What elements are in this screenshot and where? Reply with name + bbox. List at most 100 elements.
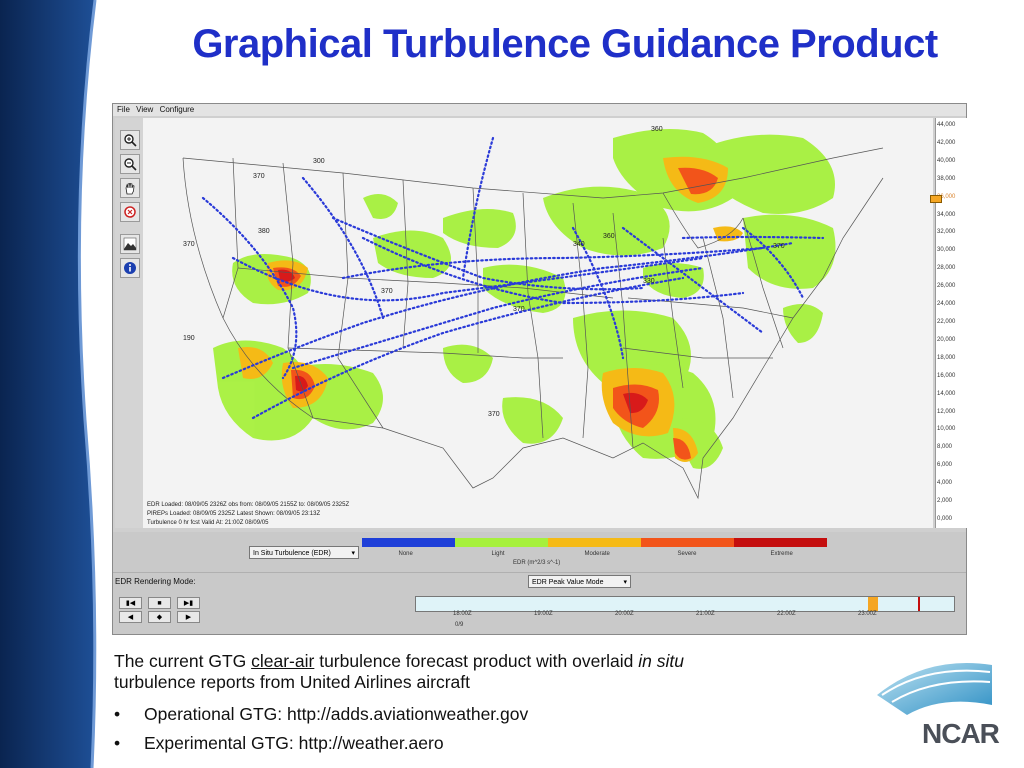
- frame-counter: 0/9: [455, 622, 464, 628]
- pan-hand-icon[interactable]: [120, 178, 140, 198]
- altitude-tick-label: 32,000: [937, 229, 956, 236]
- product-dropdown-value: In Situ Turbulence (EDR): [253, 550, 331, 557]
- menu-view[interactable]: View: [136, 105, 154, 114]
- map-info-text: EDR Loaded: 08/09/05 2326Z obs from: 08/…: [147, 502, 349, 526]
- svg-text:370: 370: [773, 243, 785, 250]
- caption-text-1: The current GTG: [114, 651, 252, 671]
- altitude-tick-label: 12,000: [937, 408, 956, 415]
- zoom-out-icon[interactable]: [120, 154, 140, 174]
- legend-label: None: [398, 551, 413, 557]
- timeline-window: [868, 597, 878, 611]
- extreme-turbulence-regions: [278, 269, 648, 414]
- altitude-scale[interactable]: 44,000 42,000 40,000 38,000 36,000 34,000 32,0…: [930, 118, 967, 528]
- legend-panel: In Situ Turbulence (EDR) ▾ None Light Mode…: [113, 532, 966, 572]
- zoom-in-icon[interactable]: [120, 130, 140, 150]
- svg-text:Turbulence 0 hr fcst Valid At:: Turbulence 0 hr fcst Valid At: 21:00Z 08…: [147, 520, 269, 526]
- caption-text-3: turbulence reports from United Airlines …: [114, 672, 470, 692]
- altitude-tick-label: 26,000: [937, 283, 956, 290]
- timeline-slider[interactable]: [415, 596, 955, 612]
- altitude-tick-label: 18,000: [937, 354, 956, 361]
- legend-label: Extreme: [770, 551, 793, 557]
- flight-level-labels: 360 300 370 380 370 190 340 360 330 370 …: [183, 126, 785, 418]
- svg-text:370: 370: [513, 306, 525, 313]
- altitude-tick-label: 8,000: [937, 444, 953, 451]
- legend-swatch: [548, 538, 641, 547]
- altitude-tick-label: 16,000: [937, 372, 956, 379]
- svg-text:PIREPs Loaded: 08/09/05 2325Z: PIREPs Loaded: 08/09/05 2325Z Latest Sho…: [147, 511, 320, 517]
- map-boundaries: [182, 147, 884, 500]
- altitude-tick-label: 36,000: [937, 193, 956, 200]
- altitude-tick-label: 0,000: [937, 516, 953, 522]
- render-mode-dropdown[interactable]: EDR Peak Value Mode ▾: [528, 575, 631, 588]
- altitude-tick-label: 40,000: [937, 157, 956, 164]
- menu-file[interactable]: File: [117, 105, 130, 114]
- turbulence-map[interactable]: 360 300 370 380 370 190 340 360 330 370 …: [143, 118, 933, 528]
- caption-text-2: turbulence forecast product with overlai…: [314, 651, 639, 671]
- map-toolbar: [115, 118, 143, 528]
- altitude-tick-label: 28,000: [937, 265, 956, 272]
- ncar-logo: [877, 663, 992, 715]
- first-frame-button[interactable]: ▮◀: [119, 597, 142, 609]
- timeline-tick-label: 23:00Z: [858, 611, 877, 617]
- timeline-tick-label: 22:00Z: [777, 611, 796, 617]
- timeline-tick-label: 21:00Z: [696, 611, 715, 617]
- time-controls: ▮◀ ■ ▶▮ ◀ ◆ ▶ 18:00Z 19:00Z 20:00Z 21:00Z 22…: [113, 591, 966, 634]
- caption-italic: in situ: [638, 651, 684, 671]
- timeline-current-marker[interactable]: [918, 597, 920, 611]
- render-mode-value: EDR Peak Value Mode: [532, 579, 604, 586]
- legend-swatch: [362, 538, 455, 547]
- ncar-logo-text: NCAR: [922, 718, 1000, 749]
- svg-text:190: 190: [183, 335, 195, 342]
- bullet-experimental: Experimental GTG: http://weather.aero: [144, 733, 444, 753]
- svg-text:300: 300: [313, 158, 325, 165]
- altitude-tick-label: 34,000: [937, 211, 956, 218]
- reset-icon[interactable]: [120, 202, 140, 222]
- play-button[interactable]: ◆: [148, 611, 171, 623]
- bullet-item: • Operational GTG: http://adds.aviationwe…: [114, 700, 528, 729]
- altitude-tick-label: 30,000: [937, 247, 956, 254]
- bullet-item: • Experimental GTG: http://weather.aero: [114, 729, 528, 758]
- svg-text:340: 340: [573, 241, 585, 248]
- caption-paragraph: The current GTG clear-air turbulence for…: [114, 651, 874, 693]
- step-forward-button[interactable]: ▶: [177, 611, 200, 623]
- altitude-tick-label: 6,000: [937, 462, 953, 469]
- info-icon[interactable]: [120, 258, 140, 278]
- step-back-button[interactable]: ◀: [119, 611, 142, 623]
- render-mode-label: EDR Rendering Mode:: [115, 577, 196, 586]
- bullet-marker: •: [114, 704, 121, 724]
- timeline-tick-label: 18:00Z: [453, 611, 472, 617]
- altitude-tick-label: 20,000: [937, 336, 956, 343]
- chevron-down-icon: ▾: [623, 579, 627, 586]
- svg-text:360: 360: [651, 126, 663, 133]
- altitude-selector-handle[interactable]: [930, 194, 942, 203]
- altitude-tick-label: 2,000: [937, 498, 953, 505]
- clear-air-link[interactable]: clear-air: [251, 651, 315, 671]
- svg-text:330: 330: [643, 278, 655, 285]
- gtg-application-window: File View Configure: [112, 103, 967, 635]
- slide-side-decoration: [0, 0, 110, 768]
- altitude-tick-label: 14,000: [937, 390, 956, 397]
- product-dropdown[interactable]: In Situ Turbulence (EDR) ▾: [249, 546, 359, 559]
- svg-text:370: 370: [253, 173, 265, 180]
- bullet-operational: Operational GTG: http://adds.aviationwea…: [144, 704, 529, 724]
- render-mode-panel: EDR Rendering Mode: EDR Peak Value Mode …: [113, 572, 966, 591]
- stop-button[interactable]: ■: [148, 597, 171, 609]
- svg-text:370: 370: [488, 411, 500, 418]
- menu-configure[interactable]: Configure: [159, 105, 195, 114]
- flight-tracks: [201, 136, 825, 420]
- last-frame-button[interactable]: ▶▮: [177, 597, 200, 609]
- slide-title: Graphical Turbulence Guidance Product: [192, 22, 938, 66]
- legend-swatch: [734, 538, 827, 547]
- timeline-tick-label: 20:00Z: [615, 611, 634, 617]
- menu-bar: File View Configure: [113, 104, 966, 116]
- terrain-icon[interactable]: [120, 234, 140, 254]
- bullet-list: • Operational GTG: http://adds.aviationwe…: [114, 700, 528, 758]
- altitude-tick-label: 44,000: [937, 122, 956, 128]
- legend-label: Light: [491, 551, 505, 557]
- legend-label: Moderate: [584, 551, 610, 557]
- altitude-tick-label: 22,000: [937, 319, 956, 325]
- svg-text:360: 360: [603, 233, 615, 240]
- altitude-tick-label: 24,000: [937, 301, 956, 308]
- svg-text:370: 370: [183, 241, 195, 248]
- altitude-tick-label: 38,000: [937, 175, 956, 182]
